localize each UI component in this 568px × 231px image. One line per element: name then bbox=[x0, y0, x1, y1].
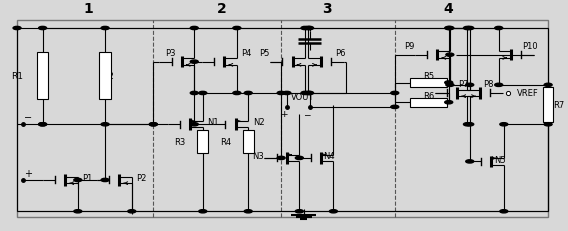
Circle shape bbox=[128, 210, 136, 213]
Circle shape bbox=[466, 84, 474, 87]
Circle shape bbox=[304, 27, 312, 30]
Text: 2: 2 bbox=[216, 2, 227, 16]
Circle shape bbox=[446, 84, 454, 87]
Circle shape bbox=[306, 92, 314, 95]
Text: N3: N3 bbox=[252, 152, 264, 160]
Bar bbox=[543, 88, 553, 122]
Circle shape bbox=[190, 92, 198, 95]
Circle shape bbox=[277, 157, 285, 160]
Circle shape bbox=[149, 123, 157, 126]
Text: R1: R1 bbox=[11, 72, 23, 81]
Circle shape bbox=[445, 82, 453, 85]
Text: R5: R5 bbox=[423, 72, 435, 81]
Circle shape bbox=[283, 92, 291, 95]
Bar bbox=[17, 21, 548, 217]
Text: P8: P8 bbox=[483, 80, 493, 89]
Circle shape bbox=[39, 123, 47, 126]
Text: 3: 3 bbox=[322, 2, 331, 16]
Text: R7: R7 bbox=[553, 101, 564, 109]
Circle shape bbox=[301, 27, 309, 30]
Text: N5: N5 bbox=[494, 155, 506, 164]
Circle shape bbox=[101, 179, 109, 182]
Circle shape bbox=[463, 123, 471, 126]
Text: N4: N4 bbox=[323, 152, 335, 160]
Text: −: − bbox=[24, 113, 32, 123]
Circle shape bbox=[446, 27, 454, 30]
Circle shape bbox=[244, 92, 252, 95]
Circle shape bbox=[199, 210, 207, 213]
Circle shape bbox=[295, 157, 303, 160]
Bar bbox=[410, 79, 448, 88]
Circle shape bbox=[544, 84, 552, 87]
Circle shape bbox=[277, 92, 285, 95]
Bar bbox=[99, 53, 111, 99]
Text: VREF: VREF bbox=[517, 89, 538, 98]
Bar bbox=[410, 98, 448, 107]
Circle shape bbox=[446, 54, 454, 57]
Bar bbox=[37, 53, 48, 99]
Circle shape bbox=[391, 92, 399, 95]
Text: R3: R3 bbox=[174, 137, 186, 146]
Text: −: − bbox=[303, 110, 311, 119]
Text: N2: N2 bbox=[253, 118, 264, 127]
Text: P9: P9 bbox=[404, 42, 415, 51]
Circle shape bbox=[74, 210, 82, 213]
Circle shape bbox=[445, 101, 453, 104]
Text: P10: P10 bbox=[523, 42, 538, 51]
Text: P2: P2 bbox=[136, 173, 147, 182]
Circle shape bbox=[495, 27, 503, 30]
Circle shape bbox=[495, 84, 503, 87]
Text: P7: P7 bbox=[458, 80, 469, 89]
Text: P5: P5 bbox=[260, 49, 270, 58]
Text: 4: 4 bbox=[444, 2, 454, 16]
Text: +: + bbox=[24, 168, 32, 178]
Circle shape bbox=[190, 61, 198, 64]
Circle shape bbox=[301, 92, 309, 95]
Circle shape bbox=[13, 27, 21, 30]
Circle shape bbox=[244, 210, 252, 213]
Circle shape bbox=[101, 27, 109, 30]
Circle shape bbox=[101, 123, 109, 126]
Bar bbox=[197, 130, 208, 153]
Circle shape bbox=[544, 123, 552, 126]
Text: R2: R2 bbox=[102, 72, 114, 81]
Circle shape bbox=[233, 92, 241, 95]
Bar bbox=[243, 130, 254, 153]
Text: R6: R6 bbox=[423, 91, 435, 100]
Circle shape bbox=[329, 210, 337, 213]
Circle shape bbox=[466, 160, 474, 163]
Circle shape bbox=[190, 27, 198, 30]
Circle shape bbox=[466, 123, 474, 126]
Circle shape bbox=[149, 123, 157, 126]
Circle shape bbox=[466, 27, 474, 30]
Circle shape bbox=[500, 123, 508, 126]
Text: +: + bbox=[280, 110, 288, 119]
Circle shape bbox=[391, 106, 399, 109]
Circle shape bbox=[463, 27, 471, 30]
Text: P6: P6 bbox=[335, 49, 345, 58]
Circle shape bbox=[39, 123, 47, 126]
Text: P4: P4 bbox=[241, 49, 252, 58]
Text: R4: R4 bbox=[220, 137, 231, 146]
Text: 1: 1 bbox=[83, 2, 93, 16]
Circle shape bbox=[295, 210, 303, 213]
Text: P1: P1 bbox=[82, 173, 93, 182]
Circle shape bbox=[199, 92, 207, 95]
Circle shape bbox=[306, 27, 314, 30]
Circle shape bbox=[233, 27, 241, 30]
Text: P3: P3 bbox=[166, 49, 176, 58]
Text: VOUT: VOUT bbox=[291, 93, 314, 101]
Text: N1: N1 bbox=[207, 118, 219, 127]
Circle shape bbox=[304, 92, 312, 95]
Circle shape bbox=[445, 27, 453, 30]
Circle shape bbox=[190, 123, 198, 126]
Circle shape bbox=[500, 210, 508, 213]
Circle shape bbox=[39, 27, 47, 30]
Circle shape bbox=[74, 179, 82, 182]
